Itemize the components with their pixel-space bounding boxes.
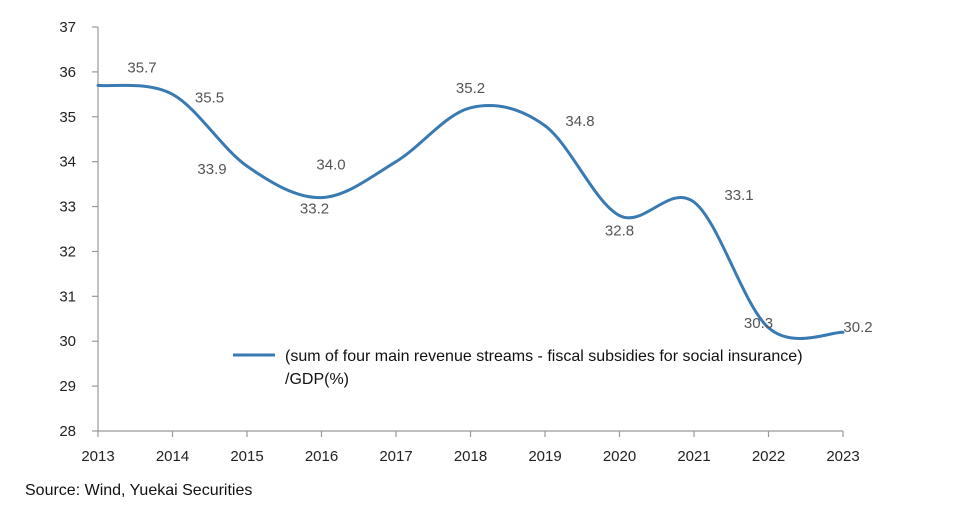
x-tick-label: 2020 <box>603 448 636 465</box>
legend: (sum of four main revenue streams - fisc… <box>233 348 803 388</box>
data-label: 34.0 <box>316 157 345 174</box>
series-line <box>96 83 845 340</box>
x-tick-label: 2018 <box>454 448 487 465</box>
x-tick-label: 2013 <box>81 448 114 465</box>
data-label: 35.7 <box>127 59 156 76</box>
data-label: 34.8 <box>565 113 594 130</box>
y-tick-label: 31 <box>59 288 76 305</box>
y-tick-label: 30 <box>59 333 76 350</box>
x-axis: 2013 2014 2015 2016 2017 2018 2019 2020 2021 2022… <box>81 430 860 465</box>
x-tick-label: 2014 <box>156 448 189 465</box>
series-layer <box>96 83 845 340</box>
legend-label-line1: (sum of four main revenue streams - fisc… <box>285 348 803 365</box>
y-tick-label: 35 <box>59 109 76 126</box>
y-tick-label: 37 <box>59 19 76 36</box>
data-label: 35.5 <box>195 89 224 106</box>
y-tick-label: 36 <box>59 64 76 81</box>
data-labels: 35.7 35.5 33.9 33.2 34.0 35.2 34.8 32.8 33.1 30.3… <box>127 59 872 336</box>
x-tick-label: 2015 <box>230 448 263 465</box>
x-tick-label: 2022 <box>752 448 785 465</box>
x-tick-label: 2023 <box>826 448 859 465</box>
data-label: 32.8 <box>605 223 634 240</box>
y-tick-label: 33 <box>59 199 76 216</box>
y-tick-label: 34 <box>59 154 76 171</box>
data-label: 35.2 <box>456 80 485 97</box>
data-label: 33.9 <box>197 161 226 178</box>
data-label: 30.3 <box>744 315 773 332</box>
data-label: 33.1 <box>724 187 753 204</box>
y-tick-label: 28 <box>59 423 76 440</box>
source-note: Source: Wind, Yuekai Securities <box>25 482 253 499</box>
x-tick-label: 2016 <box>305 448 338 465</box>
legend-label-line2: /GDP(%) <box>285 371 349 388</box>
data-label: 33.2 <box>300 201 329 218</box>
y-axis: 28 29 30 31 32 33 34 35 36 37 <box>59 19 99 440</box>
data-label: 30.2 <box>843 319 872 336</box>
x-tick-label: 2017 <box>379 448 412 465</box>
y-tick-label: 32 <box>59 243 76 260</box>
x-tick-label: 2019 <box>528 448 561 465</box>
y-tick-label: 29 <box>59 378 76 395</box>
x-tick-label: 2021 <box>677 448 710 465</box>
